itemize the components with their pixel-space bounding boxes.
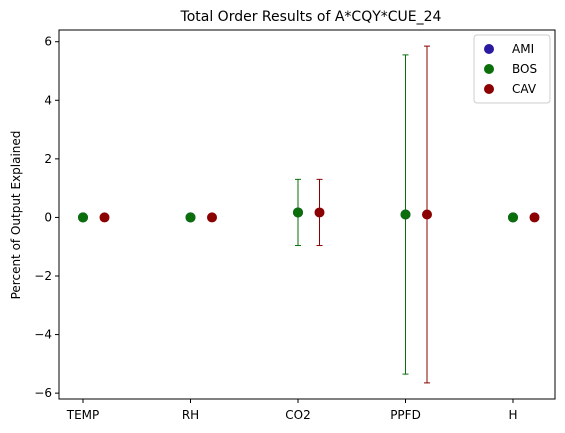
data-point-cav: [99, 212, 110, 223]
data-point-cav: [207, 212, 217, 223]
chart-title: Total Order Results of A*CQY*CUE_24: [180, 9, 442, 25]
legend-marker-cav: [484, 84, 494, 94]
y-tick-label: −4: [34, 328, 52, 342]
y-axis-label: Percent of Output Explained: [9, 131, 23, 300]
plot-axes: −6 −4 −2 0 2 4 6 TEMP RH CO2 PPFD H: [34, 29, 556, 422]
legend-label-bos: BOS: [512, 62, 537, 76]
legend-marker-bos: [484, 64, 494, 74]
y-tick-label: 4: [44, 93, 52, 107]
data-point-bos: [293, 207, 303, 218]
x-tick-label: H: [508, 408, 517, 422]
legend: AMI BOS CAV: [473, 34, 551, 104]
data-point-cav: [422, 209, 432, 220]
data-marks: [78, 45, 540, 384]
data-point-cav: [314, 207, 325, 218]
y-tick-label: 2: [44, 152, 52, 166]
data-point-bos: [78, 212, 88, 223]
data-point-bos: [185, 212, 196, 223]
legend-label-ami: AMI: [512, 42, 534, 56]
data-point-bos: [400, 209, 411, 220]
legend-label-cav: CAV: [512, 82, 537, 96]
x-tick-label: RH: [182, 408, 199, 422]
y-tick-label: −6: [34, 386, 52, 400]
y-tick-label: 0: [44, 210, 52, 224]
data-point-cav: [529, 212, 540, 223]
plot-frame: [58, 29, 556, 400]
data-point-bos: [508, 212, 518, 223]
legend-marker-ami: [484, 44, 494, 54]
x-tick-label: CO2: [285, 408, 310, 422]
x-tick-label: PPFD: [390, 408, 421, 422]
y-tick-label: −2: [34, 269, 52, 283]
x-tick-label: TEMP: [66, 408, 100, 422]
y-tick-label: 6: [44, 35, 52, 49]
